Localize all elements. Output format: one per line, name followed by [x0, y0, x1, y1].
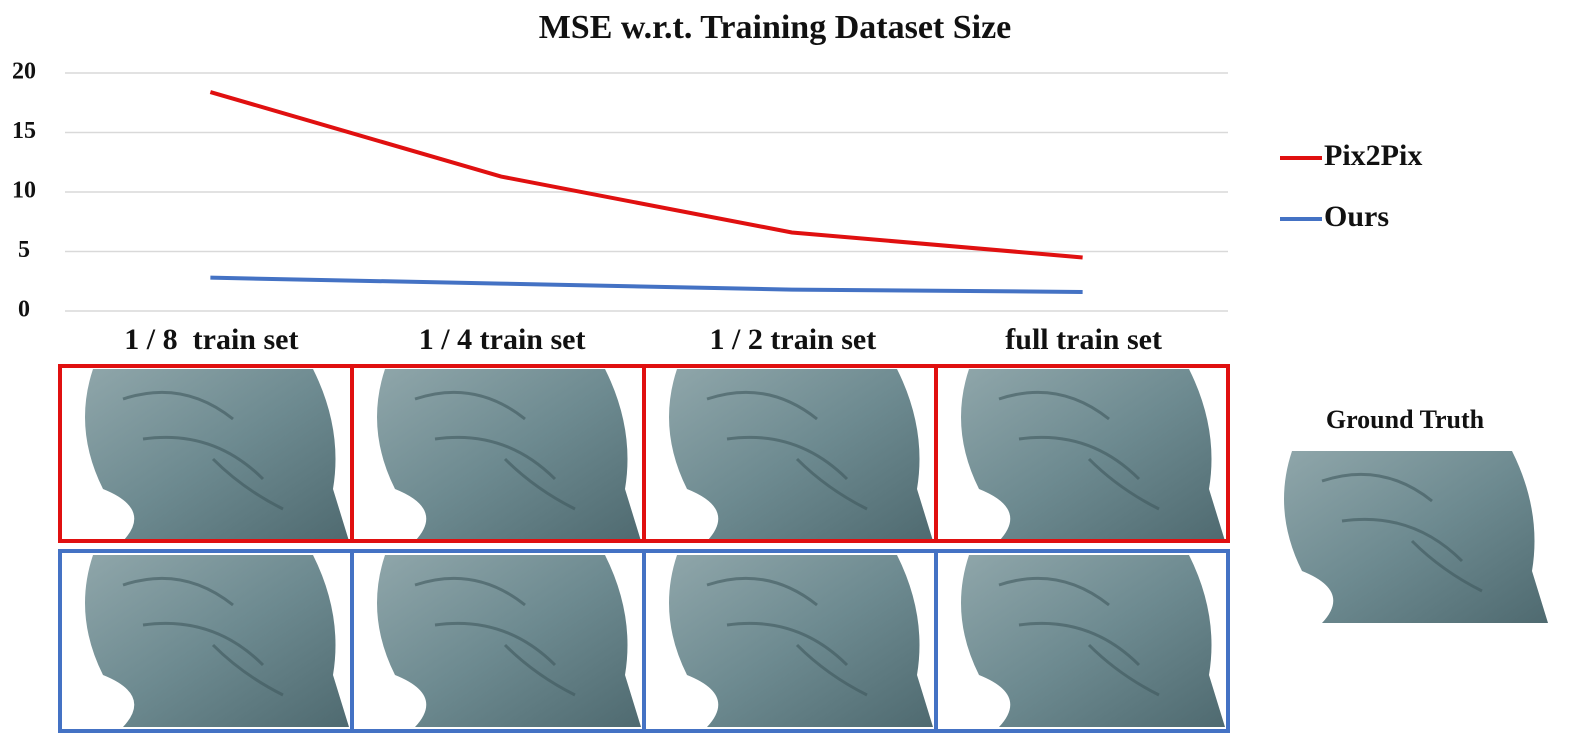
legend-label: Pix2Pix — [1324, 139, 1422, 172]
x-tick-label: 1 / 2 train set — [710, 323, 877, 356]
y-tick-label: 10 — [12, 178, 36, 204]
y-tick-label: 20 — [12, 59, 36, 85]
series-line — [210, 275, 1083, 294]
y-tick-label: 5 — [18, 237, 30, 263]
series-line — [209, 90, 1083, 260]
legend-label: Ours — [1324, 200, 1389, 233]
y-tick-label: 0 — [18, 297, 30, 323]
image-grid — [58, 364, 1550, 733]
ground-truth-label: Ground Truth — [1326, 405, 1485, 434]
x-tick-label: 1 / 4 train set — [419, 323, 586, 356]
x-tick-label: full train set — [1005, 323, 1162, 356]
y-tick-label: 15 — [12, 118, 36, 144]
chart-title: MSE w.r.t. Training Dataset Size — [539, 9, 1012, 46]
x-tick-label: 1 / 8 train set — [124, 323, 298, 356]
